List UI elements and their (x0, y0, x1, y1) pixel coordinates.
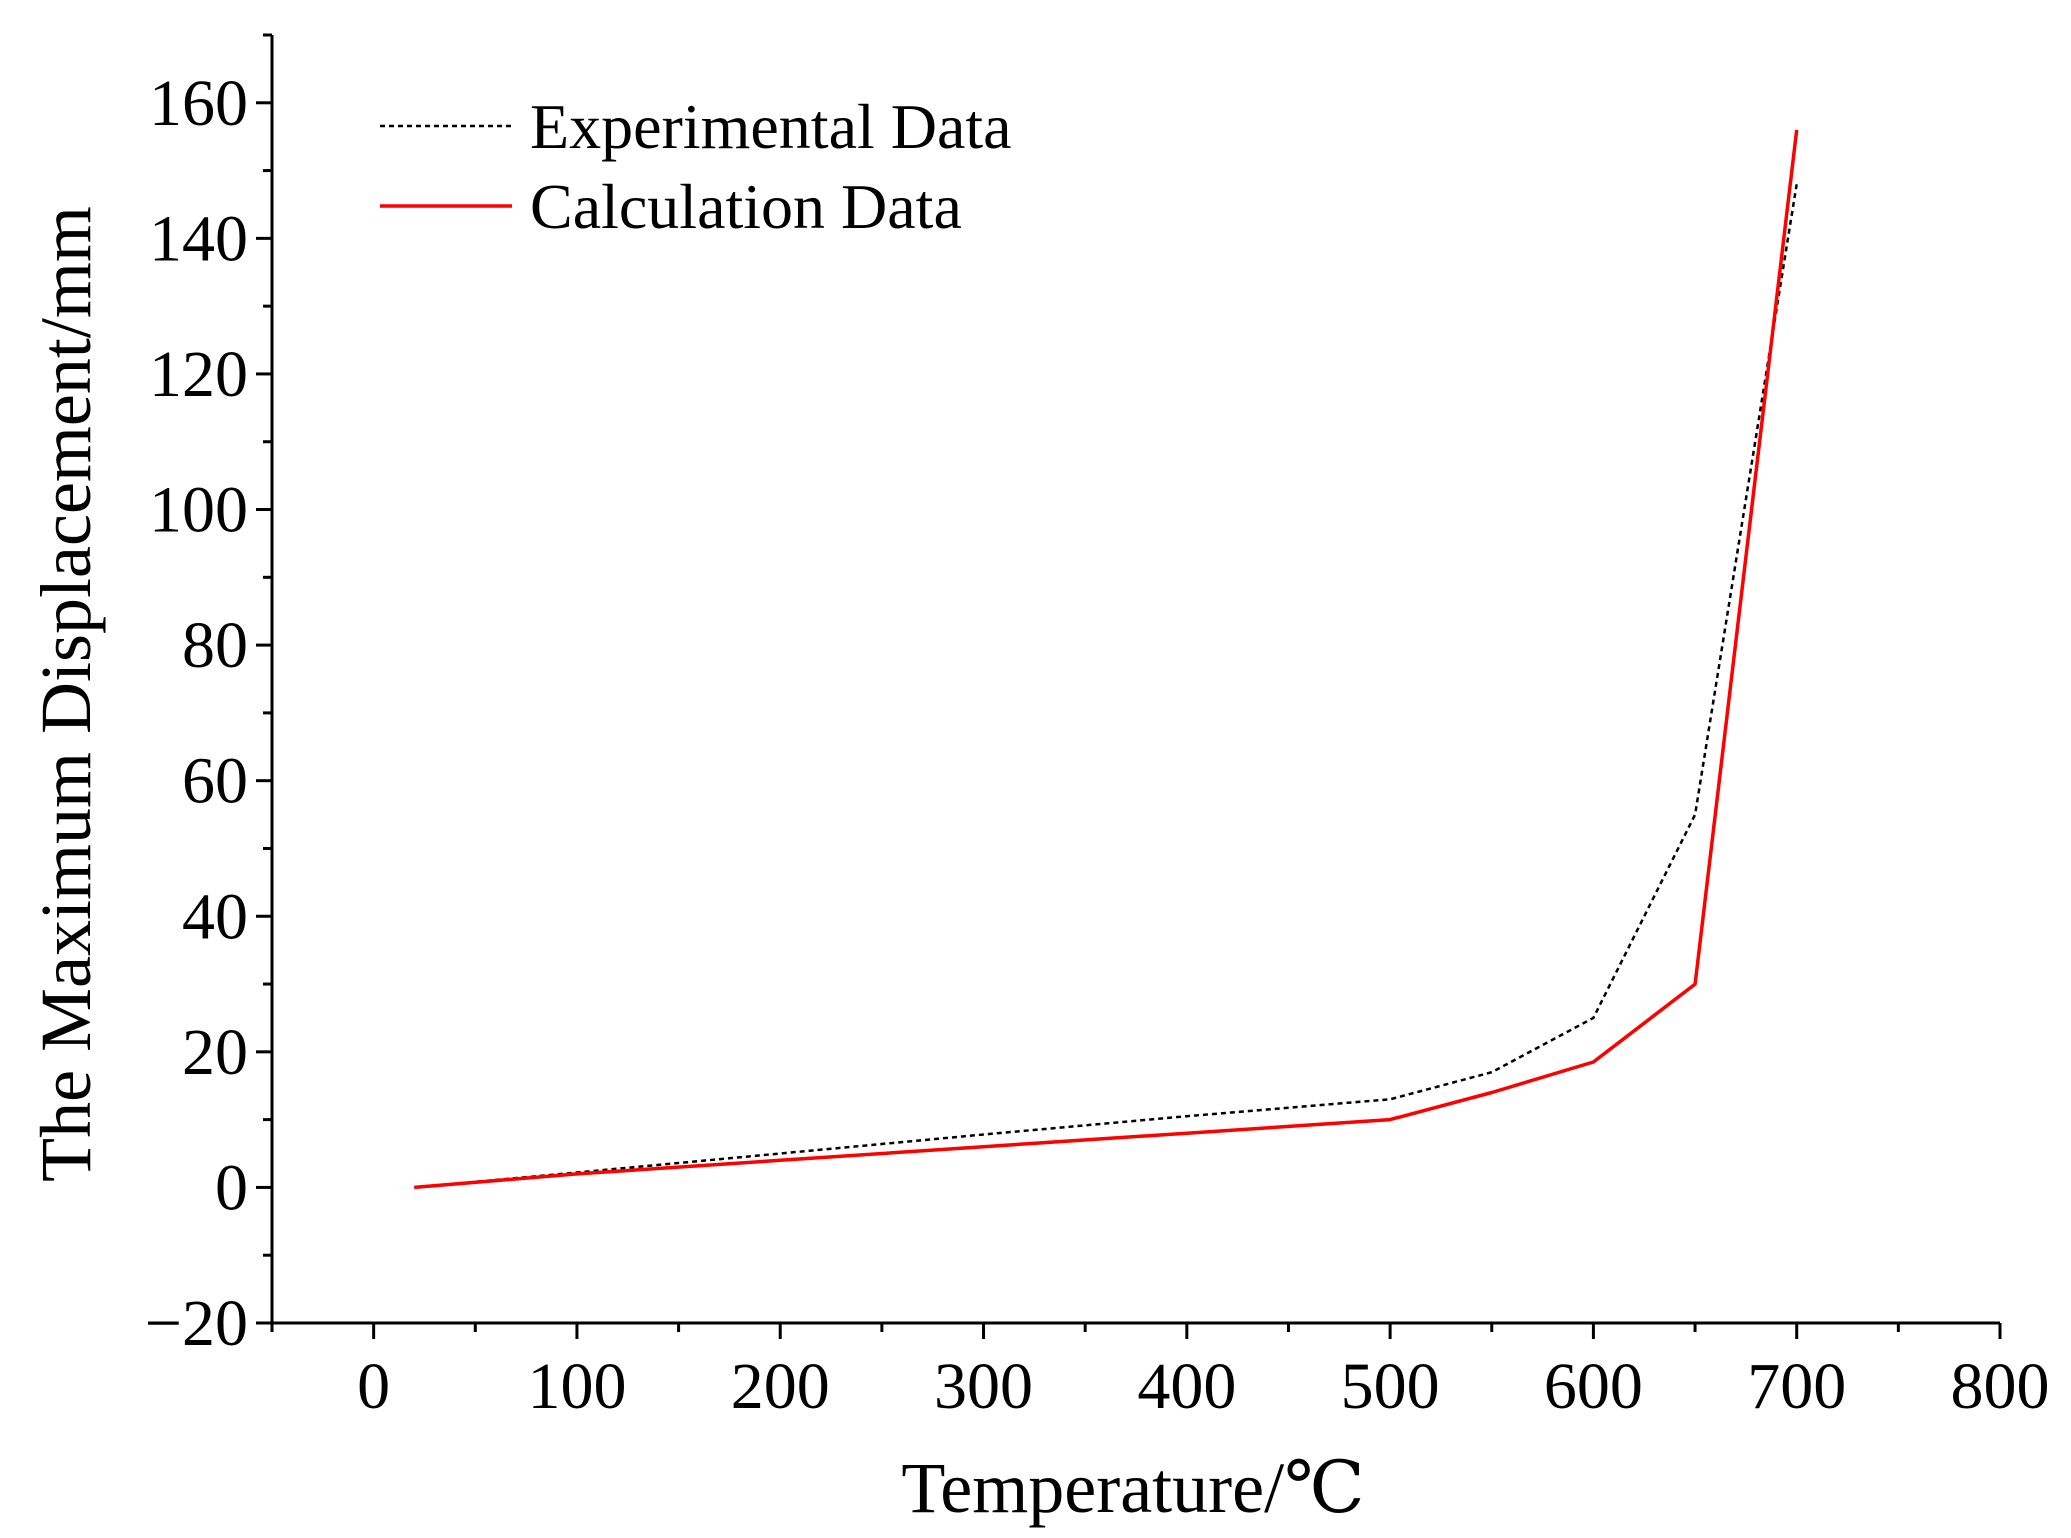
y-tick-label: 120 (149, 338, 248, 411)
y-tick-label: 40 (182, 880, 248, 953)
x-tick-label: 100 (527, 1350, 626, 1423)
y-tick-label: 20 (182, 1016, 248, 1089)
series-line-experimental (414, 183, 1798, 1189)
y-tick-label: 140 (149, 202, 248, 275)
y-tick-label: 0 (215, 1151, 248, 1224)
ticks-group: −20 0 20 40 60 80 100 120 140 160 0 100 200 300 400 500… (145, 33, 2050, 1423)
y-axis-title: The Maximum Displacement/mm (26, 206, 106, 1182)
x-axis-title: Temperature/℃ (901, 1448, 1364, 1528)
x-tick-label: 500 (1341, 1350, 1440, 1423)
x-tick-label: 300 (934, 1350, 1033, 1423)
legend: Experimental Data Calculation Data (380, 91, 1012, 242)
x-tick-label: 0 (357, 1350, 390, 1423)
x-tick-label: 700 (1747, 1350, 1846, 1423)
y-tick-label: 80 (182, 609, 248, 682)
series-group (414, 129, 1799, 1190)
axes-group (270, 35, 2000, 1325)
series-line-calculation (414, 129, 1799, 1190)
y-tick-label: −20 (145, 1287, 248, 1360)
x-tick-label: 600 (1544, 1350, 1643, 1423)
y-tick-label: 100 (149, 474, 248, 547)
x-tick-label: 400 (1137, 1350, 1236, 1423)
legend-label-calculation: Calculation Data (530, 171, 962, 242)
y-tick-label: 60 (182, 745, 248, 818)
x-tick-label: 200 (731, 1350, 830, 1423)
y-tick-label: 160 (149, 67, 248, 140)
legend-label-experimental: Experimental Data (530, 91, 1012, 162)
x-tick-label: 800 (1951, 1350, 2050, 1423)
